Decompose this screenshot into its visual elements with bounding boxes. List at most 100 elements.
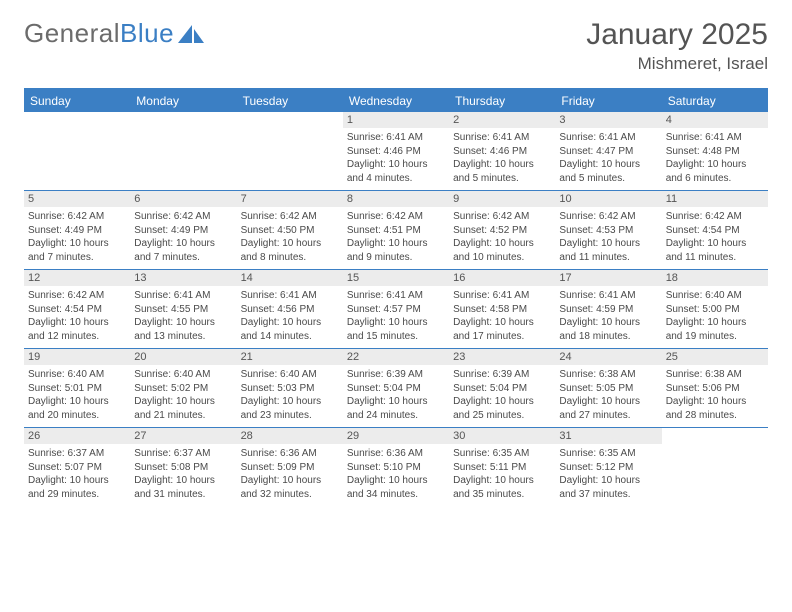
- dayname-mon: Monday: [130, 90, 236, 112]
- calendar-cell: 19Sunrise: 6:40 AMSunset: 5:01 PMDayligh…: [24, 349, 130, 427]
- day-number: 18: [662, 270, 768, 286]
- daylight-text: Daylight: 10 hours and 37 minutes.: [559, 474, 657, 501]
- calendar-cell: 30Sunrise: 6:35 AMSunset: 5:11 PMDayligh…: [449, 428, 555, 506]
- calendar-cell: 16Sunrise: 6:41 AMSunset: 4:58 PMDayligh…: [449, 270, 555, 348]
- daylight-text: Daylight: 10 hours and 4 minutes.: [347, 158, 445, 185]
- sunset-text: Sunset: 5:08 PM: [134, 461, 232, 475]
- calendar-cell: 14Sunrise: 6:41 AMSunset: 4:56 PMDayligh…: [237, 270, 343, 348]
- day-number: 17: [555, 270, 661, 286]
- sunrise-text: Sunrise: 6:41 AM: [453, 131, 551, 145]
- sunset-text: Sunset: 4:47 PM: [559, 145, 657, 159]
- calendar-cell: 31Sunrise: 6:35 AMSunset: 5:12 PMDayligh…: [555, 428, 661, 506]
- calendar-cell: [24, 112, 130, 190]
- day-number: 2: [449, 112, 555, 128]
- calendar-cell: 6Sunrise: 6:42 AMSunset: 4:49 PMDaylight…: [130, 191, 236, 269]
- calendar-cell: 15Sunrise: 6:41 AMSunset: 4:57 PMDayligh…: [343, 270, 449, 348]
- dayname-fri: Friday: [555, 90, 661, 112]
- day-number: 7: [237, 191, 343, 207]
- sunset-text: Sunset: 4:58 PM: [453, 303, 551, 317]
- sunset-text: Sunset: 4:53 PM: [559, 224, 657, 238]
- logo: GeneralBlue: [24, 18, 208, 49]
- sunrise-text: Sunrise: 6:41 AM: [559, 289, 657, 303]
- sunrise-text: Sunrise: 6:39 AM: [347, 368, 445, 382]
- sunrise-text: Sunrise: 6:42 AM: [28, 210, 126, 224]
- day-number: 24: [555, 349, 661, 365]
- dayname-tue: Tuesday: [237, 90, 343, 112]
- day-number: 12: [24, 270, 130, 286]
- daylight-text: Daylight: 10 hours and 10 minutes.: [453, 237, 551, 264]
- calendar-cell: 11Sunrise: 6:42 AMSunset: 4:54 PMDayligh…: [662, 191, 768, 269]
- sunrise-text: Sunrise: 6:40 AM: [28, 368, 126, 382]
- daylight-text: Daylight: 10 hours and 7 minutes.: [28, 237, 126, 264]
- calendar-cell: [662, 428, 768, 506]
- calendar-cell: 17 Sunrise: 6:41 AMSunset: 4:59 PMDayligh…: [555, 270, 661, 348]
- daylight-text: Daylight: 10 hours and 20 minutes.: [28, 395, 126, 422]
- calendar-cell: 2Sunrise: 6:41 AMSunset: 4:46 PMDaylight…: [449, 112, 555, 190]
- sunset-text: Sunset: 5:11 PM: [453, 461, 551, 475]
- calendar-cell: [237, 112, 343, 190]
- sunset-text: Sunset: 4:59 PM: [559, 303, 657, 317]
- day-number: 21: [237, 349, 343, 365]
- sunset-text: Sunset: 4:54 PM: [666, 224, 764, 238]
- sunrise-text: Sunrise: 6:38 AM: [559, 368, 657, 382]
- sunrise-text: Sunrise: 6:35 AM: [559, 447, 657, 461]
- calendar-cell: 5Sunrise: 6:42 AMSunset: 4:49 PMDaylight…: [24, 191, 130, 269]
- calendar-cell: 24Sunrise: 6:38 AMSunset: 5:05 PMDayligh…: [555, 349, 661, 427]
- dayname-sat: Saturday: [662, 90, 768, 112]
- daylight-text: Daylight: 10 hours and 5 minutes.: [559, 158, 657, 185]
- logo-text-2: Blue: [120, 18, 174, 49]
- dayname-sun: Sunday: [24, 90, 130, 112]
- calendar-cell: 1Sunrise: 6:41 AMSunset: 4:46 PMDaylight…: [343, 112, 449, 190]
- daylight-text: Daylight: 10 hours and 31 minutes.: [134, 474, 232, 501]
- day-number: 19: [24, 349, 130, 365]
- sunrise-text: Sunrise: 6:42 AM: [28, 289, 126, 303]
- calendar-cell: 26Sunrise: 6:37 AMSunset: 5:07 PMDayligh…: [24, 428, 130, 506]
- dayname-wed: Wednesday: [343, 90, 449, 112]
- logo-sail-icon: [178, 23, 208, 45]
- sunrise-text: Sunrise: 6:42 AM: [134, 210, 232, 224]
- calendar-cell: 13Sunrise: 6:41 AMSunset: 4:55 PMDayligh…: [130, 270, 236, 348]
- sunset-text: Sunset: 4:48 PM: [666, 145, 764, 159]
- logo-text-1: General: [24, 18, 120, 49]
- daylight-text: Daylight: 10 hours and 18 minutes.: [559, 316, 657, 343]
- week-row: 5Sunrise: 6:42 AMSunset: 4:49 PMDaylight…: [24, 191, 768, 270]
- day-number: 23: [449, 349, 555, 365]
- sunset-text: Sunset: 4:50 PM: [241, 224, 339, 238]
- day-number: 28: [237, 428, 343, 444]
- sunrise-text: Sunrise: 6:41 AM: [241, 289, 339, 303]
- daylight-text: Daylight: 10 hours and 25 minutes.: [453, 395, 551, 422]
- sunrise-text: Sunrise: 6:38 AM: [666, 368, 764, 382]
- sunrise-text: Sunrise: 6:39 AM: [453, 368, 551, 382]
- day-number: 30: [449, 428, 555, 444]
- daylight-text: Daylight: 10 hours and 34 minutes.: [347, 474, 445, 501]
- week-row: 19Sunrise: 6:40 AMSunset: 5:01 PMDayligh…: [24, 349, 768, 428]
- day-number: 3: [555, 112, 661, 128]
- day-number: 27: [130, 428, 236, 444]
- sunset-text: Sunset: 4:52 PM: [453, 224, 551, 238]
- week-row: 1Sunrise: 6:41 AMSunset: 4:46 PMDaylight…: [24, 112, 768, 191]
- day-number: 9: [449, 191, 555, 207]
- day-header-row: Sunday Monday Tuesday Wednesday Thursday…: [24, 90, 768, 112]
- sunset-text: Sunset: 4:46 PM: [453, 145, 551, 159]
- sunset-text: Sunset: 4:49 PM: [134, 224, 232, 238]
- calendar-cell: 23Sunrise: 6:39 AMSunset: 5:04 PMDayligh…: [449, 349, 555, 427]
- daylight-text: Daylight: 10 hours and 28 minutes.: [666, 395, 764, 422]
- sunrise-text: Sunrise: 6:42 AM: [347, 210, 445, 224]
- calendar-cell: 18Sunrise: 6:40 AMSunset: 5:00 PMDayligh…: [662, 270, 768, 348]
- day-number: 29: [343, 428, 449, 444]
- sunset-text: Sunset: 5:03 PM: [241, 382, 339, 396]
- sunrise-text: Sunrise: 6:37 AM: [28, 447, 126, 461]
- day-number: 16: [449, 270, 555, 286]
- sunset-text: Sunset: 4:46 PM: [347, 145, 445, 159]
- sunrise-text: Sunrise: 6:40 AM: [666, 289, 764, 303]
- daylight-text: Daylight: 10 hours and 15 minutes.: [347, 316, 445, 343]
- daylight-text: Daylight: 10 hours and 24 minutes.: [347, 395, 445, 422]
- sunrise-text: Sunrise: 6:41 AM: [453, 289, 551, 303]
- sunrise-text: Sunrise: 6:37 AM: [134, 447, 232, 461]
- calendar-cell: 10Sunrise: 6:42 AMSunset: 4:53 PMDayligh…: [555, 191, 661, 269]
- calendar-cell: [130, 112, 236, 190]
- daylight-text: Daylight: 10 hours and 35 minutes.: [453, 474, 551, 501]
- calendar-cell: 7Sunrise: 6:42 AMSunset: 4:50 PMDaylight…: [237, 191, 343, 269]
- location: Mishmeret, Israel: [586, 54, 768, 74]
- sunrise-text: Sunrise: 6:41 AM: [347, 131, 445, 145]
